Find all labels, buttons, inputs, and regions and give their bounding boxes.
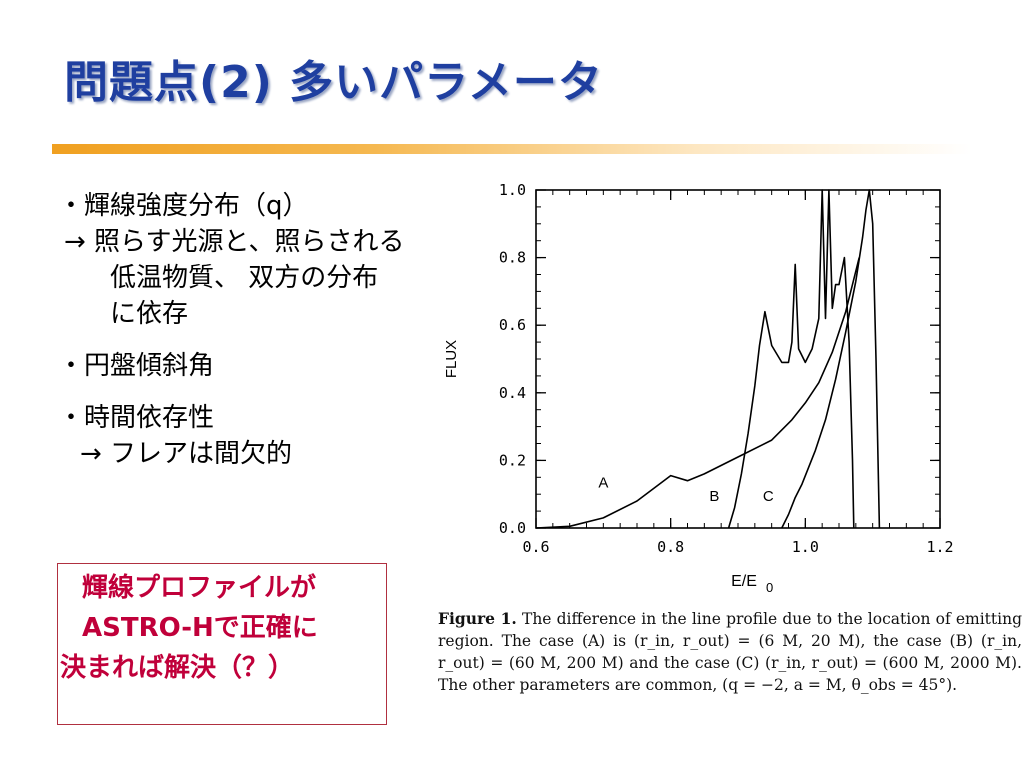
title-underline: [52, 144, 972, 154]
y-tick-label: 0.6: [499, 316, 526, 334]
series-label-b: B: [709, 488, 719, 505]
bullet-inclination: ・円盤傾斜角: [58, 351, 215, 381]
figure-label: Figure 1.: [438, 609, 517, 628]
series-label-c: C: [763, 488, 774, 505]
callout-line-2: ASTRO-Hで正確に: [82, 613, 318, 643]
figure-caption: Figure 1. The difference in the line pro…: [438, 608, 1022, 696]
callout-line-1: 輝線プロファイルが: [82, 573, 317, 603]
series-label-a: A: [598, 474, 608, 491]
x-tick-label: 1.0: [792, 538, 819, 556]
series-line-c: [781, 189, 881, 529]
bullet-emission-profile-sub3: に依存: [110, 299, 189, 329]
callout-line-3: 決まれば解決（？）: [60, 653, 295, 683]
bullet-time-dependence-sub1: → フレアは間欠的: [80, 439, 293, 469]
x-tick-label: 0.6: [522, 538, 549, 556]
line-profile-chart: 0.6 0.8 1.0 1.2 0.0 0.2 0.4 0.6 0.8 1.0 FLUX E/E 0 A B…: [443, 181, 954, 595]
y-tick-label: 0.4: [499, 384, 526, 402]
slide-title: 問題点(2) 多いパラメータ: [64, 57, 603, 108]
bullet-emission-profile: ・輝線強度分布（q）: [58, 191, 309, 221]
plot-frame: [535, 189, 941, 529]
series-line-a: [535, 257, 860, 529]
x-axis-label: E/E: [731, 573, 757, 590]
bullet-time-dependence: ・時間依存性: [58, 403, 215, 433]
figure-caption-text: The difference in the line profile due t…: [438, 610, 1023, 694]
y-tick-label: 0.8: [499, 249, 526, 267]
bullet-list: ・輝線強度分布（q） → 照らす光源と、照らされる 低温物質、 双方の分布 に依…: [58, 188, 488, 472]
x-tick-label: 0.8: [657, 538, 684, 556]
bullet-emission-profile-sub1: → 照らす光源と、照らされる: [64, 227, 405, 257]
y-tick-label: 1.0: [499, 181, 526, 199]
y-tick-label: 0.2: [499, 451, 526, 469]
x-axis-label-subscript: 0: [766, 580, 773, 595]
callout-box: 輝線プロファイルが ASTRO-Hで正確に 決まれば解決（？）: [57, 563, 387, 725]
y-tick-label: 0.0: [499, 519, 526, 537]
bullet-emission-profile-sub2: 低温物質、 双方の分布: [110, 263, 379, 293]
y-axis-label: FLUX: [443, 340, 460, 378]
series-line-b: [727, 189, 855, 529]
x-tick-label: 1.2: [926, 538, 953, 556]
